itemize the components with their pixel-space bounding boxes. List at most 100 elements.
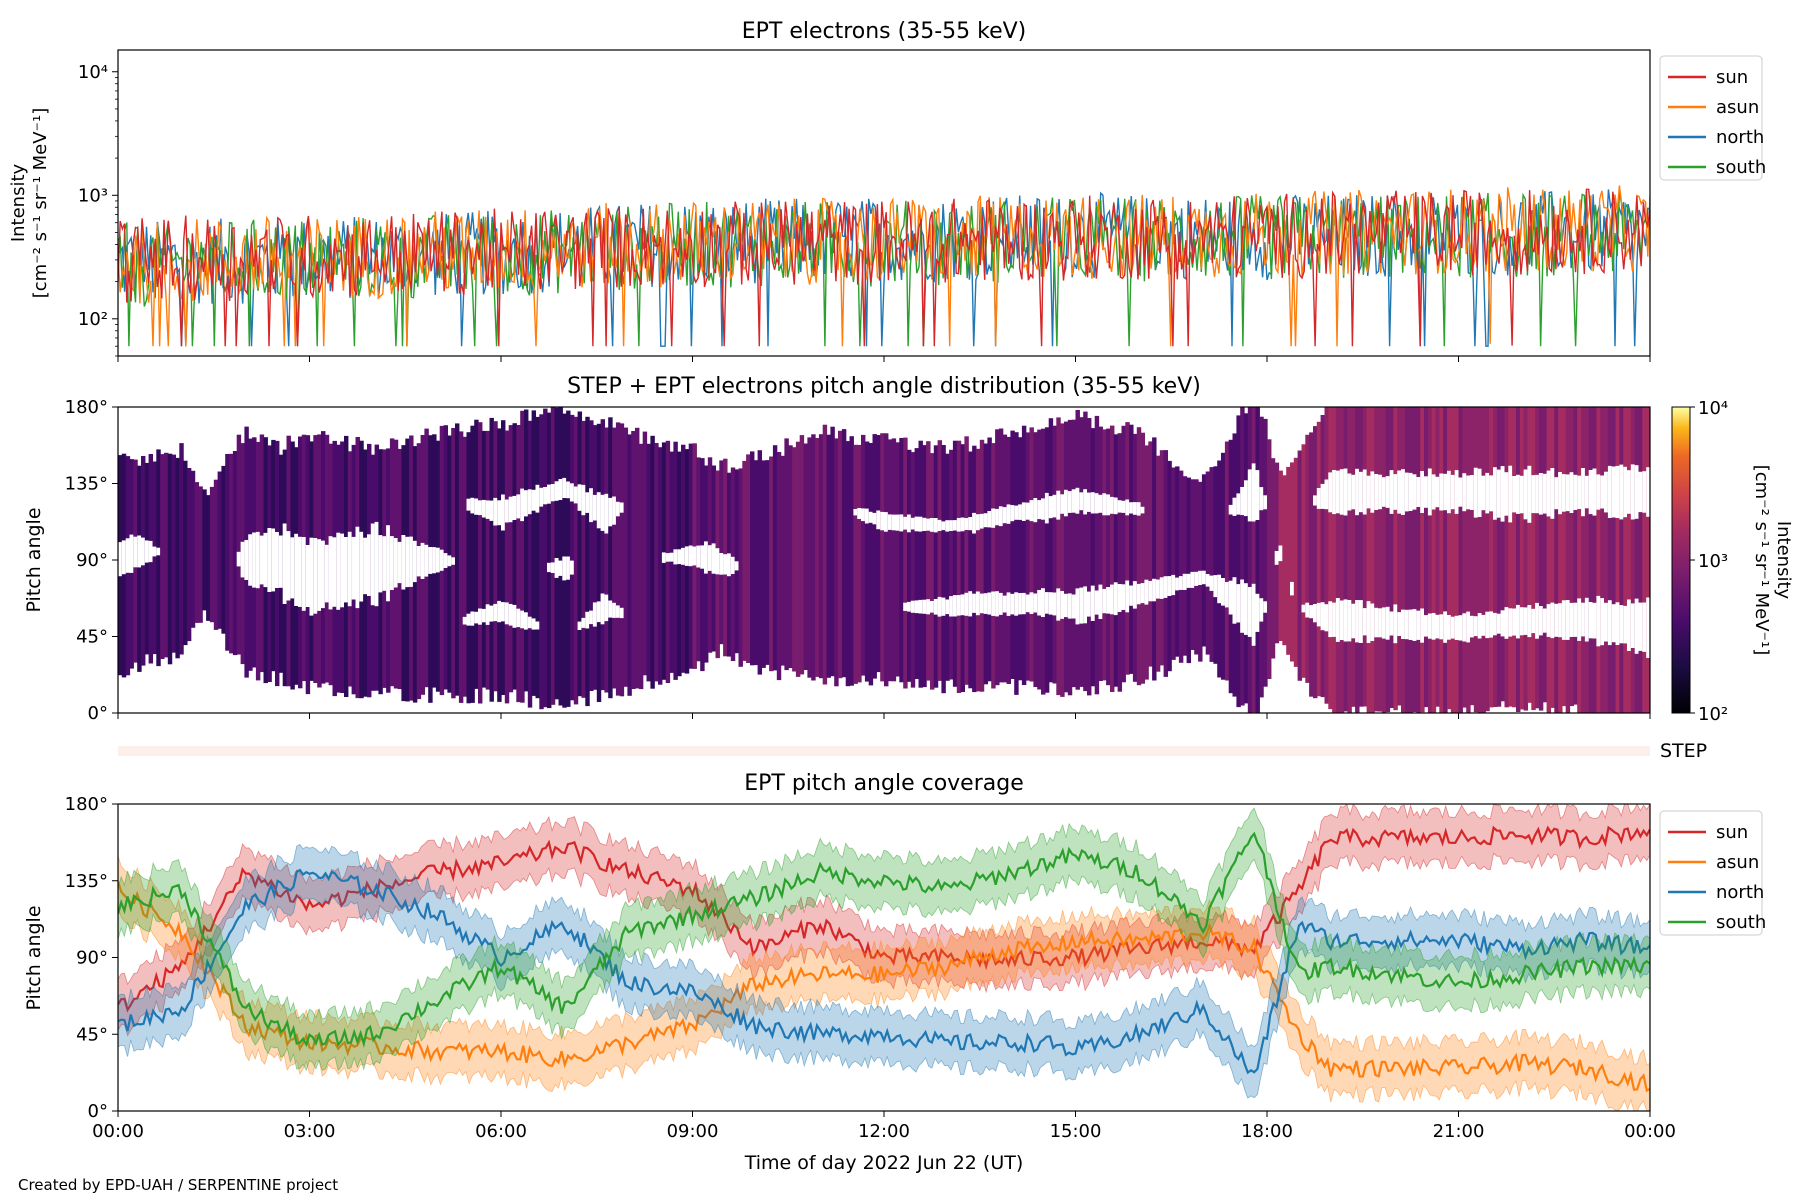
pad-heat-gap bbox=[585, 611, 590, 629]
pad-heat-column bbox=[1412, 407, 1417, 712]
pad-heat-gap bbox=[370, 523, 376, 606]
pad-heat-gap bbox=[1052, 494, 1058, 518]
pad-heat-column bbox=[945, 453, 950, 681]
pad-heat-gap bbox=[887, 514, 893, 530]
pad-heat-gap bbox=[1531, 475, 1536, 514]
pad-heat-column bbox=[1427, 407, 1433, 713]
x-tick-label: 12:00 bbox=[858, 1121, 910, 1142]
pad-heat-gap bbox=[550, 484, 556, 502]
pad-heat-gap bbox=[1347, 600, 1353, 642]
pad-heat-column bbox=[217, 471, 223, 629]
pad-heat-gap bbox=[700, 545, 705, 569]
pad-heat-column bbox=[849, 436, 854, 686]
pad-heat-gap bbox=[1630, 464, 1636, 520]
pad-heat-gap bbox=[1443, 473, 1448, 511]
pad-heat-gap bbox=[1041, 588, 1046, 617]
pad-heat-gap bbox=[995, 508, 1000, 526]
pad-heat-gap bbox=[1002, 507, 1008, 524]
pad-heat-gap bbox=[1255, 593, 1261, 632]
pad-heat-gap bbox=[1083, 489, 1088, 515]
intensity-panel-title: EPT electrons (35-55 keV) bbox=[742, 19, 1027, 44]
pad-heat-column bbox=[1358, 407, 1364, 707]
pad-heat-column bbox=[1569, 407, 1575, 707]
pad-heat-gap bbox=[1542, 473, 1548, 514]
pad-heat-column bbox=[1638, 407, 1643, 713]
pad-heat-gap bbox=[1247, 587, 1253, 637]
pad-heat-column bbox=[658, 447, 663, 685]
pad-heat-gap bbox=[1493, 612, 1498, 636]
pad-heat-gap bbox=[926, 599, 931, 615]
pad-heat-column bbox=[1071, 419, 1077, 688]
pad-heat-gap bbox=[554, 481, 560, 501]
pad-heat-gap bbox=[1067, 491, 1073, 513]
pad-heat-gap bbox=[1500, 466, 1506, 522]
pad-heat-gap bbox=[619, 502, 625, 513]
pad-heat-column bbox=[1554, 407, 1559, 713]
pad-heat-gap bbox=[516, 608, 521, 628]
pad-heat-gap bbox=[864, 508, 870, 524]
pad-heat-gap bbox=[949, 520, 954, 531]
pad-heat-column bbox=[1477, 407, 1483, 713]
pad-heat-column bbox=[907, 449, 912, 682]
pad-heat-column bbox=[784, 438, 789, 671]
pad-heat-gap bbox=[1136, 502, 1142, 516]
pad-heat-gap bbox=[1615, 602, 1621, 645]
pad-heat-gap bbox=[1588, 602, 1594, 639]
pad-heat-column bbox=[1573, 407, 1578, 705]
pad-heat-column bbox=[841, 429, 847, 678]
pad-heat-column bbox=[1470, 407, 1475, 706]
pad-heat-gap bbox=[1447, 615, 1452, 640]
pad-heat-column bbox=[952, 440, 958, 687]
pad-heat-gap bbox=[1067, 593, 1073, 619]
pad-heat-column bbox=[650, 435, 655, 689]
pad-heat-gap bbox=[420, 542, 426, 579]
pa-ytick-label: 0° bbox=[88, 703, 108, 724]
pad-heat-gap bbox=[389, 536, 395, 590]
pad-heat-gap bbox=[485, 500, 491, 519]
pad-heat-gap bbox=[688, 545, 694, 567]
pad-heat-gap bbox=[987, 592, 993, 615]
pad-heat-gap bbox=[1443, 611, 1448, 643]
pad-heat-gap bbox=[1263, 601, 1268, 613]
pad-heat-gap bbox=[1554, 477, 1559, 510]
pad-heat-column bbox=[1163, 450, 1169, 677]
pad-heat-column bbox=[646, 443, 651, 682]
pad-heat-column bbox=[1244, 413, 1249, 704]
pad-heat-gap bbox=[566, 481, 571, 499]
pad-heat-column bbox=[1025, 432, 1031, 681]
pad-heat-column bbox=[788, 445, 793, 668]
pad-heat-column bbox=[573, 416, 579, 705]
pad-heat-gap bbox=[1408, 472, 1414, 511]
pad-heat-gap bbox=[727, 553, 732, 577]
pad-heat-gap bbox=[1404, 472, 1410, 512]
pad-heat-column bbox=[1343, 407, 1349, 712]
pad-heat-column bbox=[926, 441, 931, 681]
pad-heat-column bbox=[1033, 432, 1038, 687]
pad-heat-column bbox=[1286, 466, 1291, 655]
pad-heat-column bbox=[1267, 439, 1272, 679]
pad-heat-column bbox=[1014, 432, 1019, 695]
pad-heat-gap bbox=[1611, 466, 1617, 518]
pad-heat-gap bbox=[428, 547, 433, 574]
pad-heat-gap bbox=[1358, 471, 1364, 513]
pad-heat-gap bbox=[294, 533, 299, 606]
pad-heat-column bbox=[884, 433, 889, 687]
pad-heat-gap bbox=[1573, 602, 1579, 637]
pad-heat-column bbox=[1021, 425, 1027, 685]
pa-ytick-label: 180° bbox=[65, 397, 108, 418]
pad-panel-title: STEP + EPT electrons pitch angle distrib… bbox=[567, 374, 1201, 399]
pad-heat-gap bbox=[910, 517, 916, 530]
pad-heat-gap bbox=[933, 518, 939, 533]
pad-heat-gap bbox=[1378, 474, 1383, 510]
pa-ytick-label: 90° bbox=[76, 948, 108, 969]
pad-heat-column bbox=[757, 450, 763, 675]
pad-heat-column bbox=[914, 448, 920, 679]
pad-heat-gap bbox=[1600, 598, 1605, 646]
pad-heat-gap bbox=[141, 537, 146, 566]
pad-heat-column bbox=[1175, 466, 1180, 657]
pad-heat-gap bbox=[922, 599, 927, 614]
pad-heat-gap bbox=[478, 500, 483, 516]
pad-heat-gap bbox=[1167, 576, 1173, 596]
pad-heat-gap bbox=[1113, 497, 1119, 515]
pad-heat-gap bbox=[1516, 474, 1521, 514]
